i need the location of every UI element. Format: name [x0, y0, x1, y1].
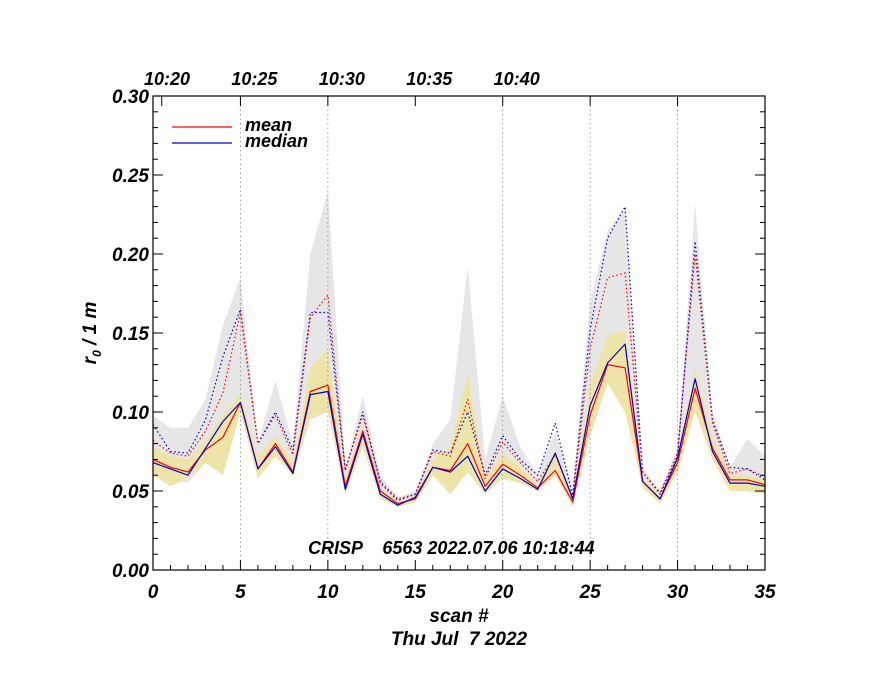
top-time-label-4: 10:40 — [494, 69, 540, 89]
x-axis-title: scan # — [429, 606, 489, 627]
legend-median-label: median — [245, 131, 308, 151]
top-time-label-0: 10:20 — [144, 69, 190, 89]
y-axis-tick-labels: 0.00 0.05 0.10 0.15 0.20 0.25 0.30 — [112, 87, 149, 582]
y-tick-label-2: 0.10 — [112, 403, 149, 424]
series-median-line — [152, 343, 766, 506]
series-mean-upper-line — [152, 253, 766, 500]
top-time-label-3: 10:35 — [406, 69, 453, 89]
y-tick-label-4: 0.20 — [112, 245, 149, 266]
x-tick-label-5: 25 — [579, 582, 602, 603]
top-time-axis: 10:20 10:25 10:30 10:35 10:40 — [144, 69, 540, 89]
y-axis-title-subscript: 0 — [90, 350, 104, 357]
top-time-label-1: 10:25 — [231, 69, 278, 89]
top-time-label-2: 10:30 — [319, 69, 365, 89]
legend: mean median — [172, 115, 308, 151]
x-tick-label-3: 15 — [405, 582, 427, 603]
y-axis-title: r0 / 1 m — [80, 302, 104, 365]
y-axis-title-main: r — [80, 355, 101, 364]
y-tick-label-0: 0.00 — [112, 561, 149, 582]
y-tick-label-3: 0.15 — [112, 324, 149, 345]
legend-mean-label: mean — [245, 115, 292, 135]
x-tick-label-2: 10 — [317, 582, 339, 603]
x-tick-label-0: 0 — [148, 582, 159, 603]
y-tick-label-6: 0.30 — [112, 87, 149, 108]
y-tick-label-5: 0.25 — [112, 166, 149, 187]
svg-text:r0 / 1 m: r0 / 1 m — [80, 302, 104, 365]
range-bands — [153, 190, 765, 507]
x-tick-label-6: 30 — [667, 582, 689, 603]
y-tick-label-1: 0.05 — [112, 482, 149, 503]
x-axis-subtitle: Thu Jul 7 2022 — [391, 629, 528, 650]
instrument-annotation: CRISP 6563 2022.07.06 10:18:44 — [308, 538, 595, 558]
series-lines — [152, 206, 766, 506]
band-yellow-range — [153, 329, 765, 507]
x-tick-label-4: 20 — [491, 582, 514, 603]
series-median-upper-line — [152, 206, 766, 502]
axis-ticks — [152, 95, 766, 571]
x-axis-tick-labels: 0 5 10 15 20 25 30 35 — [148, 582, 776, 603]
x-tick-label-7: 35 — [754, 582, 776, 603]
x-tick-label-1: 5 — [235, 582, 246, 603]
y-axis-title-rest: / 1 m — [80, 302, 101, 351]
